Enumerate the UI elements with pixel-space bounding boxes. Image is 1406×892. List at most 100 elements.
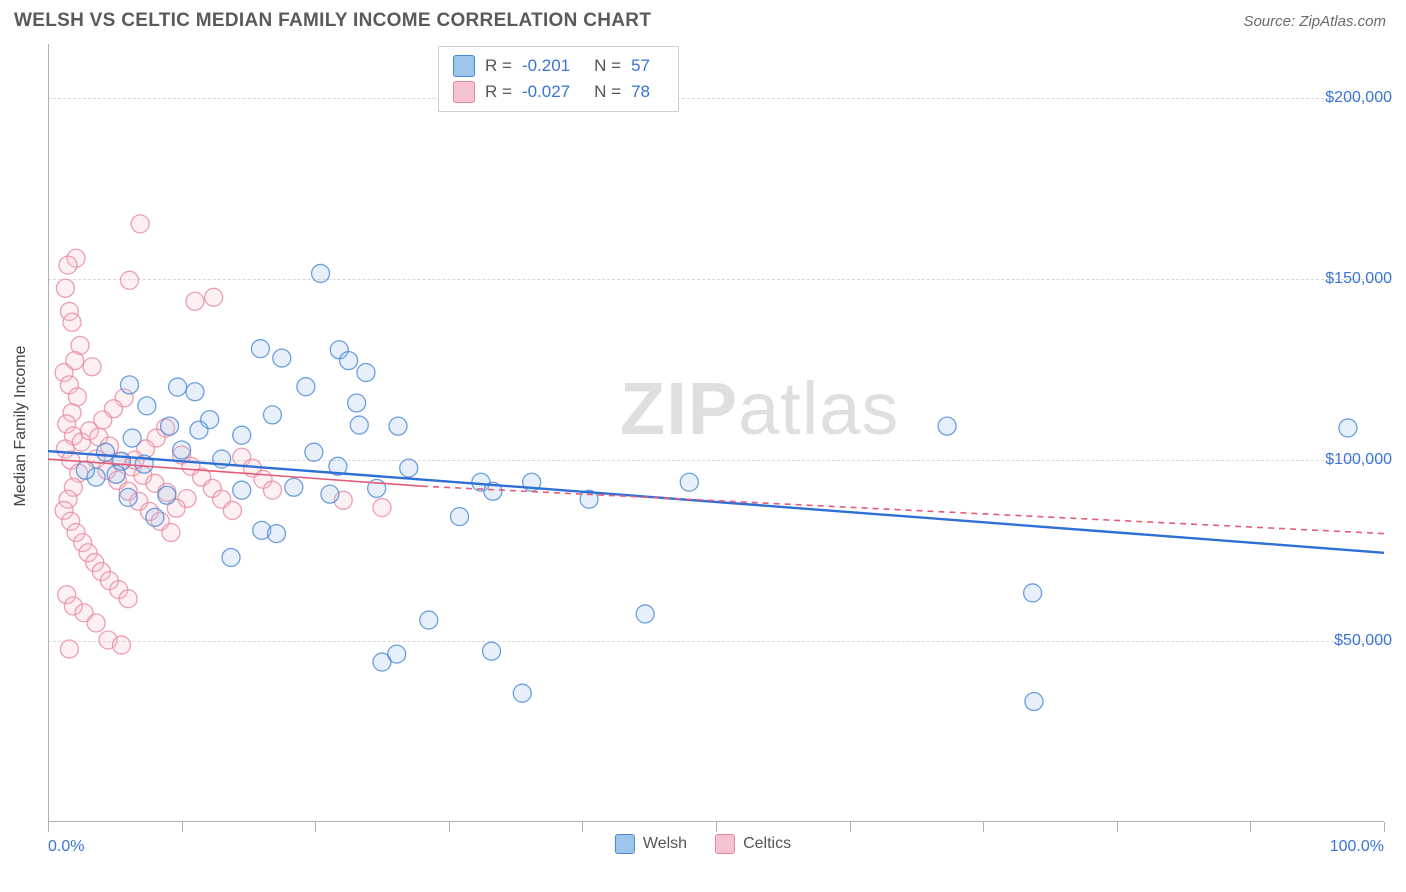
scatter-point-welsh	[233, 481, 251, 499]
scatter-point-welsh	[938, 417, 956, 435]
legend-swatch-celtics	[453, 81, 475, 103]
scatter-point-welsh	[450, 508, 468, 526]
scatter-plot	[48, 44, 1384, 822]
scatter-point-welsh	[297, 378, 315, 396]
scatter-point-welsh	[190, 421, 208, 439]
x-tick	[1117, 822, 1118, 832]
x-tick	[582, 822, 583, 832]
x-tick	[315, 822, 316, 832]
scatter-point-welsh	[340, 352, 358, 370]
scatter-point-celtics	[94, 411, 112, 429]
scatter-point-welsh	[285, 478, 303, 496]
x-tick	[48, 822, 49, 832]
scatter-point-celtics	[119, 590, 137, 608]
r-value: -0.027	[522, 82, 570, 102]
scatter-point-welsh	[186, 383, 204, 401]
scatter-point-welsh	[513, 684, 531, 702]
scatter-point-celtics	[263, 481, 281, 499]
scatter-point-welsh	[263, 406, 281, 424]
scatter-point-celtics	[373, 499, 391, 517]
r-label: R =	[485, 82, 512, 102]
scatter-point-welsh	[312, 264, 330, 282]
scatter-point-welsh	[96, 443, 114, 461]
y-axis-title: Median Family Income	[12, 346, 30, 507]
scatter-point-celtics	[205, 288, 223, 306]
scatter-point-welsh	[76, 461, 94, 479]
legend-swatch-welsh	[615, 834, 635, 854]
legend-swatch-welsh	[453, 55, 475, 77]
scatter-point-welsh	[636, 605, 654, 623]
legend-row-welsh: R = -0.201 N = 57	[453, 53, 664, 79]
legend-item-celtics: Celtics	[715, 834, 791, 854]
x-tick	[182, 822, 183, 832]
legend-swatch-celtics	[715, 834, 735, 854]
scatter-point-celtics	[223, 501, 241, 519]
scatter-point-welsh	[158, 486, 176, 504]
n-label: N =	[594, 82, 621, 102]
scatter-point-welsh	[138, 397, 156, 415]
scatter-point-welsh	[1024, 584, 1042, 602]
scatter-point-celtics	[59, 256, 77, 274]
n-label: N =	[594, 56, 621, 76]
scatter-point-welsh	[1025, 693, 1043, 711]
scatter-point-celtics	[56, 279, 74, 297]
scatter-point-celtics	[120, 271, 138, 289]
scatter-point-welsh	[222, 548, 240, 566]
scatter-point-welsh	[169, 378, 187, 396]
scatter-point-welsh	[357, 364, 375, 382]
scatter-point-welsh	[389, 417, 407, 435]
scatter-point-welsh	[251, 340, 269, 358]
source-label: Source: ZipAtlas.com	[1243, 13, 1386, 30]
legend-row-celtics: R = -0.027 N = 78	[453, 79, 664, 105]
scatter-point-celtics	[63, 313, 81, 331]
chart-title: WELSH VS CELTIC MEDIAN FAMILY INCOME COR…	[14, 10, 651, 32]
scatter-point-welsh	[483, 642, 501, 660]
r-label: R =	[485, 56, 512, 76]
scatter-point-celtics	[87, 614, 105, 632]
scatter-point-welsh	[350, 416, 368, 434]
scatter-point-celtics	[162, 524, 180, 542]
chart-area: $50,000$100,000$150,000$200,000 ZIPatlas…	[0, 36, 1406, 886]
scatter-point-celtics	[186, 292, 204, 310]
scatter-point-welsh	[120, 376, 138, 394]
scatter-point-welsh	[680, 473, 698, 491]
x-tick	[850, 822, 851, 832]
scatter-point-welsh	[348, 394, 366, 412]
x-axis-max-label: 100.0%	[1330, 838, 1384, 856]
x-tick	[983, 822, 984, 832]
scatter-point-celtics	[131, 215, 149, 233]
scatter-point-celtics	[68, 388, 86, 406]
scatter-point-welsh	[267, 525, 285, 543]
scatter-point-celtics	[60, 640, 78, 658]
scatter-point-welsh	[1339, 419, 1357, 437]
scatter-point-welsh	[400, 459, 418, 477]
x-tick	[1250, 822, 1251, 832]
scatter-point-welsh	[123, 429, 141, 447]
correlation-legend: R = -0.201 N = 57 R = -0.027 N = 78	[438, 46, 679, 112]
x-axis-min-label: 0.0%	[48, 838, 84, 856]
scatter-point-welsh	[420, 611, 438, 629]
x-tick	[449, 822, 450, 832]
scatter-point-welsh	[107, 465, 125, 483]
trendline-welsh	[48, 451, 1384, 553]
scatter-point-welsh	[373, 653, 391, 671]
scatter-point-welsh	[146, 508, 164, 526]
scatter-point-celtics	[83, 358, 101, 376]
n-value: 78	[631, 82, 650, 102]
scatter-point-welsh	[273, 349, 291, 367]
n-value: 57	[631, 56, 650, 76]
scatter-point-celtics	[112, 636, 130, 654]
legend-label: Welsh	[643, 835, 687, 853]
scatter-point-welsh	[119, 488, 137, 506]
scatter-point-welsh	[161, 417, 179, 435]
x-tick	[716, 822, 717, 832]
series-legend: Welsh Celtics	[615, 834, 791, 854]
trendline-dashed-celtics	[422, 486, 1384, 533]
r-value: -0.201	[522, 56, 570, 76]
legend-item-welsh: Welsh	[615, 834, 687, 854]
scatter-point-welsh	[305, 443, 323, 461]
scatter-point-welsh	[233, 426, 251, 444]
x-tick	[1384, 822, 1385, 832]
legend-label: Celtics	[743, 835, 791, 853]
scatter-point-welsh	[321, 485, 339, 503]
